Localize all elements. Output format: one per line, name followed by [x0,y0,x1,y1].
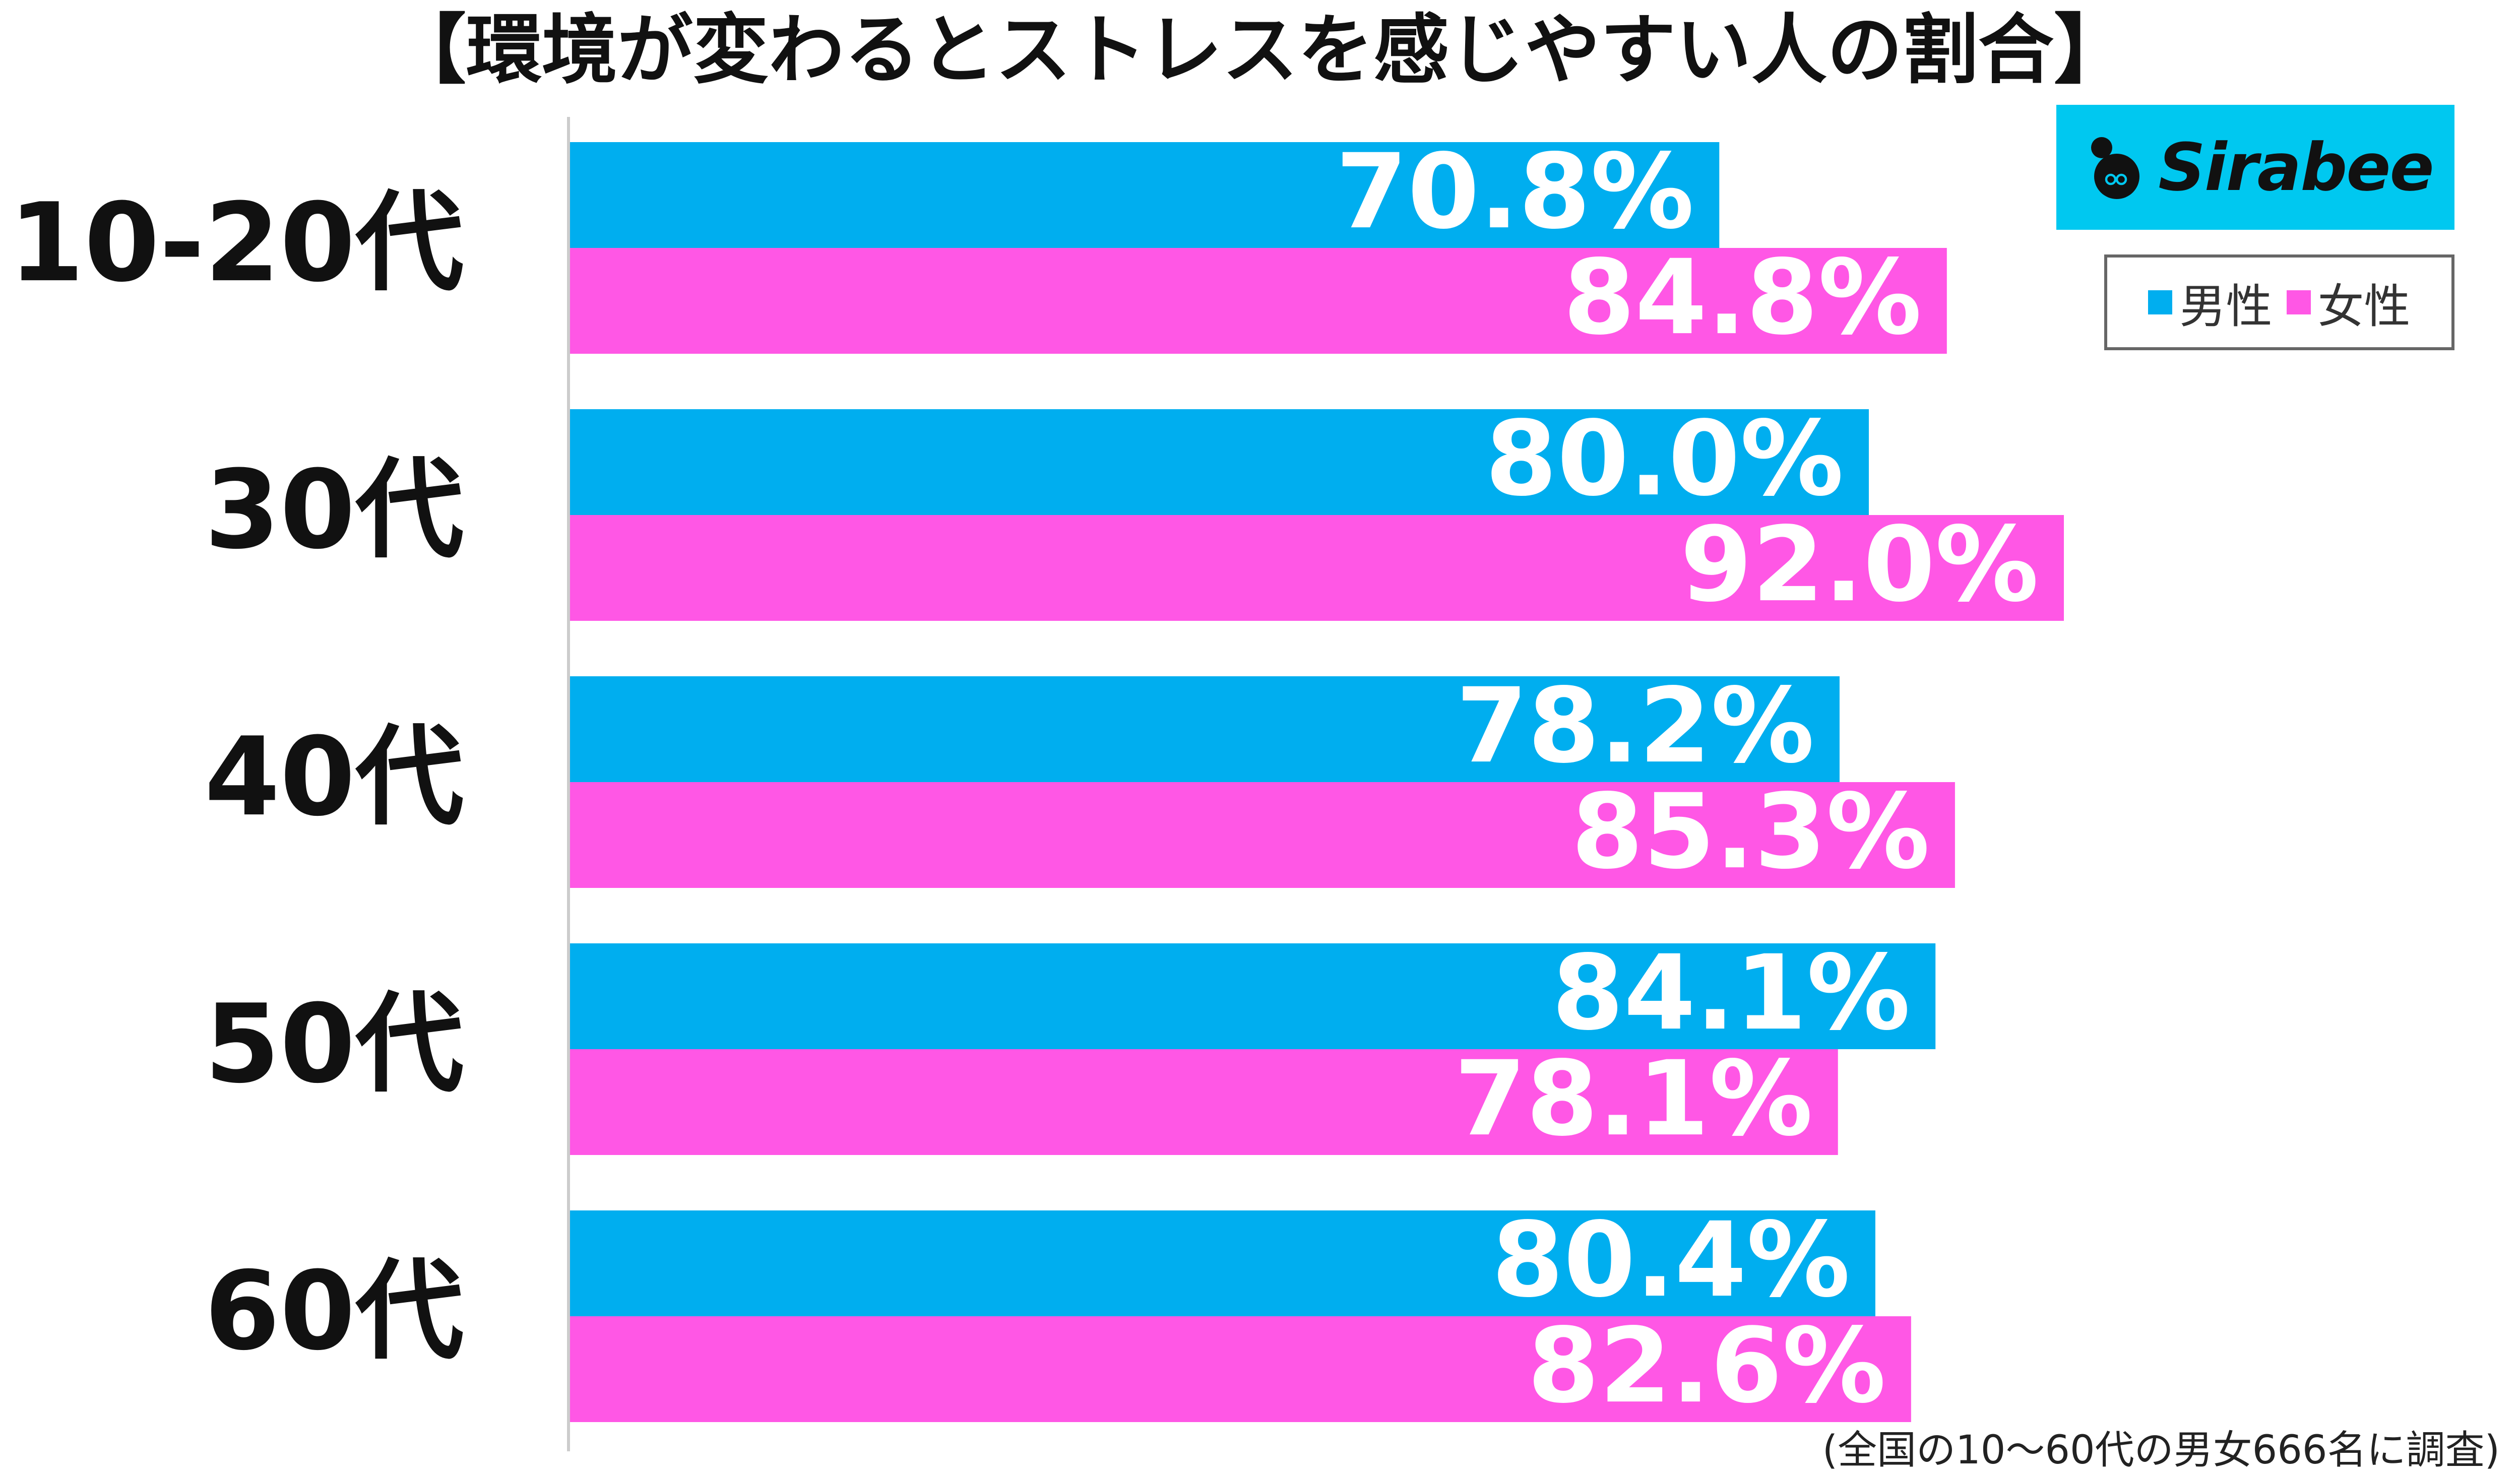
data-label-male: 80.4% [1492,1200,1850,1320]
legend-swatch-male [2148,290,2173,314]
bar-male [569,676,1840,782]
legend-swatch-female [2286,290,2311,314]
bar-male [569,1210,1875,1316]
bar-male [569,142,1720,248]
data-label-female: 85.3% [1571,772,1930,892]
category-label: 40代 [205,714,464,840]
data-label-male: 84.1% [1552,933,1910,1053]
data-label-female: 92.0% [1680,505,2039,625]
sirabee-logo: Sirabee [2056,105,2454,230]
category-label: 60代 [205,1248,464,1374]
chart-title: 【環境が変わるとストレスを感じやすい人の割合】 [390,7,2129,94]
data-label-male: 80.0% [1485,399,1844,519]
bar-male [569,409,1869,515]
bar-male [569,943,1936,1049]
legend: 男性 女性 [2104,254,2454,350]
bar-female [569,515,2064,621]
data-label-female: 82.6% [1528,1306,1886,1426]
data-label-female: 78.1% [1455,1039,1813,1159]
bar-female [569,1049,1838,1155]
legend-label-male: 男性 [2179,279,2273,334]
category-label: 10-20代 [9,179,464,306]
legend-label-female: 女性 [2317,279,2411,334]
data-label-female: 84.8% [1563,238,1922,358]
legend-item-male: 男性 [2148,269,2273,336]
footnote: (全国の10～60代の男女666名に調査) [1822,1428,2500,1473]
bar-female [569,1316,1911,1422]
bar-female [569,248,1947,354]
sirabee-logo-icon [2091,137,2140,199]
logo-text: Sirabee [2158,129,2434,206]
legend-item-female: 女性 [2286,269,2411,336]
category-label: 30代 [205,446,464,573]
data-label-male: 78.2% [1456,666,1814,786]
data-label-male: 70.8% [1336,132,1694,252]
category-label: 50代 [205,981,464,1107]
bar-female [569,782,1955,888]
